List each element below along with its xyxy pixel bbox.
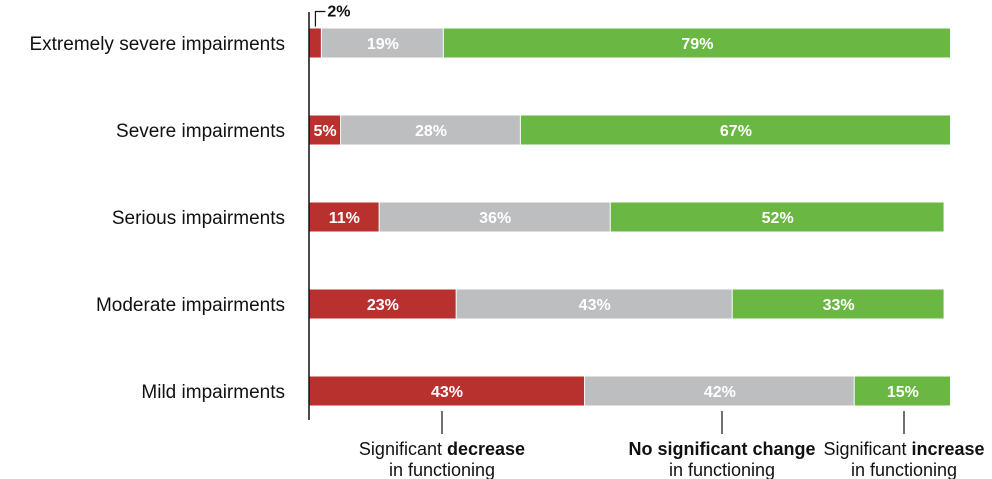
bar-segment [379, 202, 610, 232]
data-label: 28% [415, 123, 447, 140]
callout-line [314, 10, 326, 27]
data-label: 42% [704, 384, 736, 401]
data-label: 52% [762, 210, 794, 227]
bar-segment [732, 289, 944, 319]
bar-segment [585, 376, 854, 406]
data-label: 79% [681, 36, 713, 53]
category-label: Severe impairments [116, 121, 285, 142]
data-label: 11% [329, 210, 360, 227]
legend-label-line2: in functioning [669, 460, 775, 479]
category-label: Moderate impairments [96, 295, 285, 316]
data-label: 33% [823, 297, 855, 314]
bar-segment [854, 376, 950, 406]
bar-segment [443, 28, 950, 58]
legend-label: Significant decrease [359, 439, 525, 459]
data-label: 2% [327, 4, 350, 21]
bar-segment [309, 376, 585, 406]
legend-label: Significant increase [823, 439, 984, 459]
data-label: 5% [313, 123, 336, 140]
bar-segment [309, 28, 321, 58]
legend-label-emphasis: increase [912, 439, 985, 459]
bar-segment [610, 202, 944, 232]
data-label: 15% [887, 384, 919, 401]
category-label: Mild impairments [141, 382, 285, 403]
data-label: 36% [479, 210, 511, 227]
bar-segment [341, 115, 520, 145]
bars-layer [309, 28, 950, 406]
data-label: 19% [367, 36, 399, 53]
bar-segment [321, 28, 443, 58]
labels-layer: Extremely severe impairments 2% 19% 79% Seve… [29, 4, 918, 404]
data-label: 43% [579, 297, 611, 314]
legend-label: No significant change [628, 439, 815, 459]
legend-label-text: Significant [359, 439, 447, 459]
bar-segment [520, 115, 950, 145]
legend-label-text: Significant [823, 439, 911, 459]
bar-segment [309, 202, 379, 232]
category-label: Serious impairments [112, 208, 285, 229]
bar-segment [309, 115, 341, 145]
data-label: 43% [431, 384, 463, 401]
data-label: 23% [367, 297, 399, 314]
legend-label-line2: in functioning [389, 460, 495, 479]
category-label: Extremely severe impairments [29, 34, 285, 55]
bar-segment [456, 289, 732, 319]
legend-label-line2: in functioning [851, 460, 957, 479]
legend-label-emphasis: No significant change [628, 439, 815, 459]
data-label: 67% [720, 123, 752, 140]
legend-label-emphasis: decrease [447, 439, 525, 459]
bar-segment [309, 289, 456, 319]
